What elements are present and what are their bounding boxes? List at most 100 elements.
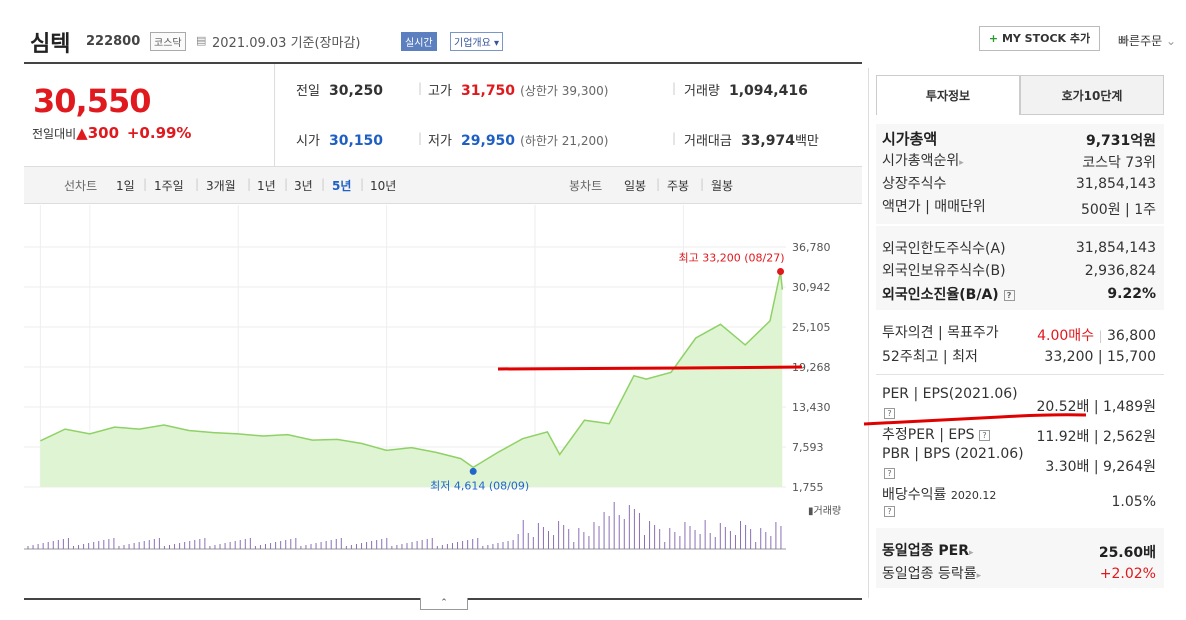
collapse-toggle[interactable]: ⌃: [420, 598, 468, 610]
y-tick-label: 13,430: [792, 401, 831, 414]
tab-1d[interactable]: 1일: [116, 179, 135, 193]
industry-chg-text: 동일업종 등락률: [882, 566, 977, 582]
y-tick-label: 19,268: [792, 361, 831, 374]
industry-chg-label[interactable]: 동일업종 등락률▸: [882, 563, 981, 583]
candle-chart-label: 봉차트: [569, 179, 603, 193]
chevron-right-icon: ▸: [969, 548, 974, 558]
est-per-text: 추정PER | EPS: [882, 427, 975, 443]
tab-invest-info[interactable]: 투자정보: [876, 75, 1020, 115]
low-label: 저가: [428, 134, 452, 149]
est-per-label: 추정PER | EPS ?: [882, 424, 991, 444]
chevron-down-icon: ▾: [494, 38, 500, 49]
sep: |: [360, 177, 365, 191]
quote-low: 저가 29,950 (하한가 21,200): [428, 130, 608, 149]
range52-label: 52주최고 | 최저: [882, 349, 978, 365]
foreign-ratio-value: 9.22%: [1107, 286, 1156, 302]
company-info-label: 기업개요: [454, 38, 491, 49]
add-mystock-button[interactable]: + MY STOCK 추가: [979, 26, 1100, 51]
change-label: 전일대비: [32, 127, 77, 141]
pbr-label: PBR | BPS (2021.06): [882, 446, 1024, 462]
price-line: [40, 271, 784, 469]
foreign-limit-value: 31,854,143: [1075, 240, 1156, 256]
help-icon[interactable]: ?: [884, 506, 895, 517]
amount-label: 거래대금: [684, 134, 732, 149]
annotation-line: [497, 365, 803, 371]
base-date: 2021.09.03 기준(장마감): [212, 36, 361, 51]
par-value: 500원 | 1주: [1080, 202, 1156, 218]
sep: |: [1098, 329, 1103, 343]
tab-3y[interactable]: 3년: [294, 179, 313, 193]
quote-volume: 거래량 1,094,416: [684, 80, 808, 99]
price-change: 전일대비▲300 +0.99%: [32, 124, 191, 142]
high-label: 고가: [428, 84, 452, 99]
sep: |: [143, 177, 148, 191]
per-label: PER | EPS(2021.06): [882, 386, 1018, 402]
chevron-right-icon: ▸: [976, 571, 982, 581]
foreign-limit-label: 외국인한도주식수(A): [882, 241, 1006, 257]
cap-section: [876, 124, 1164, 224]
current-price: 30,550: [33, 82, 151, 120]
help-icon[interactable]: ?: [884, 408, 895, 419]
y-tick-label: 25,105: [792, 321, 831, 334]
quick-order-label: 빠른주문: [1118, 34, 1163, 48]
cap-rank-label[interactable]: 시가총액순위▸: [882, 150, 964, 170]
par-label: 액면가 | 매매단위: [882, 199, 986, 215]
company-info-dropdown[interactable]: 기업개요 ▾: [450, 32, 504, 51]
min-marker: [469, 467, 477, 475]
sep: |: [321, 177, 326, 191]
tab-1y[interactable]: 1년: [257, 179, 276, 193]
sep: |: [247, 177, 252, 191]
mystock-label: MY STOCK 추가: [1001, 32, 1091, 45]
tab-monthly[interactable]: 월봉: [711, 179, 734, 193]
market-cap-label: 시가총액: [882, 130, 938, 148]
quick-order-link[interactable]: 빠른주문 ⌄: [1118, 32, 1176, 49]
chevron-up-icon: ⌃: [440, 598, 448, 608]
foreign-hold-label: 외국인보유주식수(B): [882, 263, 1006, 279]
opinion-text: 4.00매수: [1037, 328, 1095, 344]
y-tick-label: 36,780: [792, 241, 831, 254]
amount-value: 33,974: [740, 133, 795, 149]
market-cap-value: 9,731억원: [1085, 133, 1156, 149]
sep: |: [672, 81, 677, 95]
realtime-badge[interactable]: 실시간: [401, 32, 437, 51]
market-tag: 코스닥: [150, 32, 186, 51]
tab-3m[interactable]: 3개월: [206, 179, 236, 193]
quote-prev: 전일 30,250: [296, 80, 383, 99]
tab-daily[interactable]: 일봉: [624, 179, 647, 193]
sep: |: [284, 177, 289, 191]
industry-per-value: 25.60배: [1098, 545, 1156, 561]
sep: |: [418, 81, 423, 95]
lower-limit: (하한가 21,200): [520, 134, 609, 148]
opinion-value: 4.00매수 | 36,800: [1000, 325, 1156, 345]
dividend-date: 2020.12: [950, 489, 997, 502]
tab-5y[interactable]: 5년: [332, 179, 352, 193]
tab-1w[interactable]: 1주일: [154, 179, 184, 193]
quote-amount: 거래대금 33,974백만: [684, 130, 819, 149]
annotation-stroke: [863, 413, 1087, 426]
price-chart[interactable]: 36,780 30,942 25,105 19,268 13,430 7,593 1,755…: [24, 205, 862, 555]
help-icon[interactable]: ?: [1003, 289, 1015, 301]
tab-10y[interactable]: 10년: [370, 179, 397, 193]
target-price: 36,800: [1107, 328, 1156, 344]
help-icon[interactable]: ?: [979, 429, 991, 441]
industry-per-label[interactable]: 동일업종 PER▸: [882, 540, 974, 560]
cap-rank-text: 시가총액순위: [882, 153, 960, 169]
y-tick-label: 30,942: [792, 281, 831, 294]
per-value: 20.52배 | 1,489원: [1036, 399, 1156, 415]
y-tick-label: 1,755: [792, 481, 824, 494]
price-divider: [274, 64, 275, 166]
range52-value: 33,200 | 15,700: [1044, 349, 1156, 365]
foreign-ratio-text: 외국인소진율(B/A): [882, 287, 999, 303]
volume-label: ▮거래량: [808, 505, 841, 517]
tab-weekly[interactable]: 주봉: [667, 179, 690, 193]
dividend-value: 1.05%: [1111, 494, 1156, 510]
tab-orderbook[interactable]: 호가10단계: [1020, 75, 1164, 115]
max-label: 최고 33,200 (08/27): [679, 252, 785, 265]
industry-section: [876, 528, 1164, 588]
help-icon[interactable]: ?: [884, 468, 895, 479]
calendar-icon: ▤: [196, 34, 207, 47]
industry-per-text: 동일업종 PER: [882, 543, 969, 559]
low-value: 29,950: [461, 133, 516, 149]
upper-limit: (상한가 39,300): [520, 84, 609, 98]
sep: |: [418, 131, 423, 145]
